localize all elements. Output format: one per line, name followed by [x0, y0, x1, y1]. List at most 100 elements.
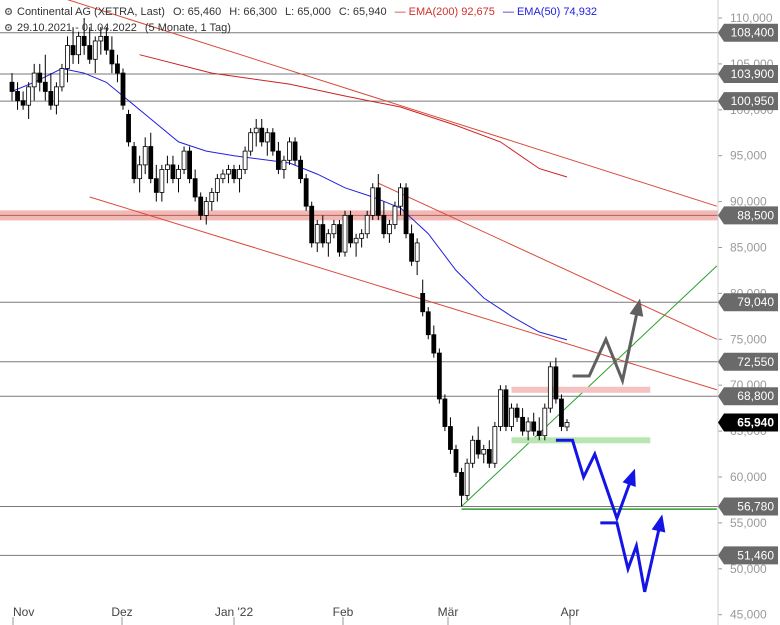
y-tick-label: 55,000 — [730, 516, 767, 530]
candle — [453, 449, 459, 473]
candle — [214, 178, 220, 193]
ema200-line — [139, 54, 568, 178]
low-value: L: 65,000 — [284, 6, 331, 18]
candle — [442, 398, 448, 427]
candle — [203, 201, 209, 216]
level-label: 68,800 — [718, 387, 778, 406]
candle — [48, 91, 54, 106]
candle — [536, 430, 542, 437]
candle — [353, 237, 359, 244]
level-label-bg — [718, 497, 778, 516]
candle — [381, 214, 387, 235]
candle — [475, 439, 481, 455]
support-zone — [511, 437, 651, 444]
level-label-bg — [718, 387, 778, 406]
last-price-label-bg — [718, 413, 778, 432]
x-tick-label: Feb — [333, 605, 354, 619]
scenario-down-arrow-arrowhead — [622, 468, 636, 488]
candle — [275, 150, 281, 170]
y-tick-label: 60,000 — [730, 470, 767, 484]
level-label-text: 88,500 — [737, 208, 774, 222]
candle — [470, 439, 476, 464]
header-range-line: 29.10.2021 - 01.04.2022 (5 Monate, 1 Tag) — [4, 22, 231, 34]
chart-header: Continental AG (XETRA, Last) O: 65,460 H: … — [0, 0, 760, 34]
candle — [497, 389, 503, 427]
gear-icon[interactable] — [4, 7, 13, 16]
candle — [42, 81, 48, 92]
candle — [170, 164, 176, 180]
date-range: 29.10.2021 - 01.04.2022 — [17, 22, 137, 34]
level-label: 100,950 — [718, 92, 778, 111]
level-label-bg — [718, 293, 778, 312]
candle — [137, 164, 143, 180]
level-label-bg — [718, 23, 778, 42]
ema50-line — [11, 67, 568, 341]
header-info-line: Continental AG (XETRA, Last) O: 65,460 H: … — [4, 6, 597, 18]
ema200-value: 92,675 — [461, 6, 495, 18]
resistance-trendline — [378, 182, 718, 340]
candle — [231, 169, 237, 180]
level-label: 108,400 — [718, 23, 778, 42]
candle — [159, 169, 165, 193]
candle — [248, 132, 254, 152]
candle — [559, 398, 564, 427]
candle — [20, 100, 26, 106]
candle — [281, 159, 287, 170]
candle — [87, 45, 93, 60]
resistance-zone — [511, 386, 651, 393]
level-label-bg — [718, 92, 778, 111]
scenario-down-arrow — [555, 438, 636, 523]
gear-icon[interactable] — [4, 23, 13, 32]
level-label-text: 51,460 — [737, 548, 774, 562]
level-label-bg — [718, 352, 778, 371]
candle — [187, 150, 193, 180]
candle — [209, 192, 215, 202]
candle — [403, 187, 409, 235]
candle — [142, 146, 148, 166]
candle — [26, 86, 32, 106]
candle — [436, 352, 442, 400]
candle — [420, 292, 426, 313]
candle — [120, 72, 126, 106]
level-label-text: 79,040 — [737, 295, 774, 309]
candle — [81, 35, 87, 46]
candle — [531, 421, 537, 432]
y-tick-label: 75,000 — [730, 332, 767, 346]
candle — [547, 366, 553, 409]
candle — [253, 127, 259, 134]
candle — [514, 407, 520, 418]
candle — [264, 132, 270, 143]
candle — [348, 214, 353, 244]
candle — [54, 86, 59, 106]
candle — [525, 421, 531, 432]
level-label-text: 108,400 — [731, 26, 775, 40]
candle — [542, 407, 548, 437]
candle — [59, 68, 65, 88]
candle — [386, 224, 392, 235]
candle — [164, 164, 170, 170]
candle — [226, 169, 231, 175]
x-tick-label: Nov — [13, 605, 34, 619]
candle — [131, 146, 137, 180]
candle — [359, 233, 365, 239]
level-label-text: 68,800 — [737, 389, 774, 403]
x-tick-label: Dez — [111, 605, 132, 619]
candle — [270, 132, 276, 152]
resistance-trendline — [67, 0, 718, 207]
candle — [298, 159, 304, 180]
open-value: O: 65,460 — [172, 6, 222, 18]
candle — [303, 178, 309, 207]
candle — [314, 224, 320, 244]
ema50-value: 74,932 — [563, 6, 598, 18]
candle — [192, 178, 198, 198]
ema50-icon: — — [502, 6, 514, 18]
candle — [486, 449, 492, 464]
candle — [126, 113, 131, 143]
x-tick-label: Jan '22 — [215, 605, 254, 619]
instrument-name: Continental AG (XETRA, Last) — [17, 6, 165, 18]
level-label-bg — [718, 206, 778, 225]
candle — [15, 91, 20, 102]
candle — [414, 242, 420, 262]
candle — [337, 224, 342, 253]
